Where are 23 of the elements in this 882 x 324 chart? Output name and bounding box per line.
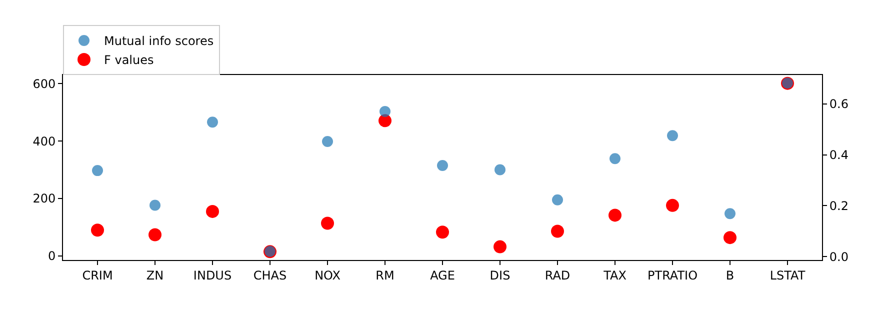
x-tick-label: INDUS xyxy=(193,268,232,282)
y-tick-label: 400 xyxy=(32,134,56,148)
y-tick-label: 0 xyxy=(48,249,56,264)
x-tick-label: RAD xyxy=(544,268,570,282)
x-tick-label: ZN xyxy=(146,268,164,282)
y2-tick-label: 0.6 xyxy=(829,96,848,111)
x-tick-label: CRIM xyxy=(82,268,113,282)
y-tick-label: 200 xyxy=(32,192,56,206)
x-tick-label: RM xyxy=(376,268,394,282)
x-tick-label: TAX xyxy=(602,268,626,282)
x-tick-label: AGE xyxy=(430,268,455,282)
x-tick-label: PTRATIO xyxy=(647,268,698,282)
x-tick-label: LSTAT xyxy=(770,268,806,282)
y2-tick-label: 0.4 xyxy=(829,148,848,162)
legend-label: F values xyxy=(104,53,154,68)
x-tick-label: B xyxy=(726,268,734,282)
y2-tick-label: 0.2 xyxy=(829,198,848,213)
x-tick-label: NOX xyxy=(314,268,340,282)
x-tick-label: CHAS xyxy=(253,268,287,282)
y-tick-label: 600 xyxy=(32,76,56,91)
legend-label: Mutual info scores xyxy=(104,34,214,48)
x-tick-label: DIS xyxy=(490,268,510,282)
y2-tick-label: 0.0 xyxy=(829,250,848,264)
